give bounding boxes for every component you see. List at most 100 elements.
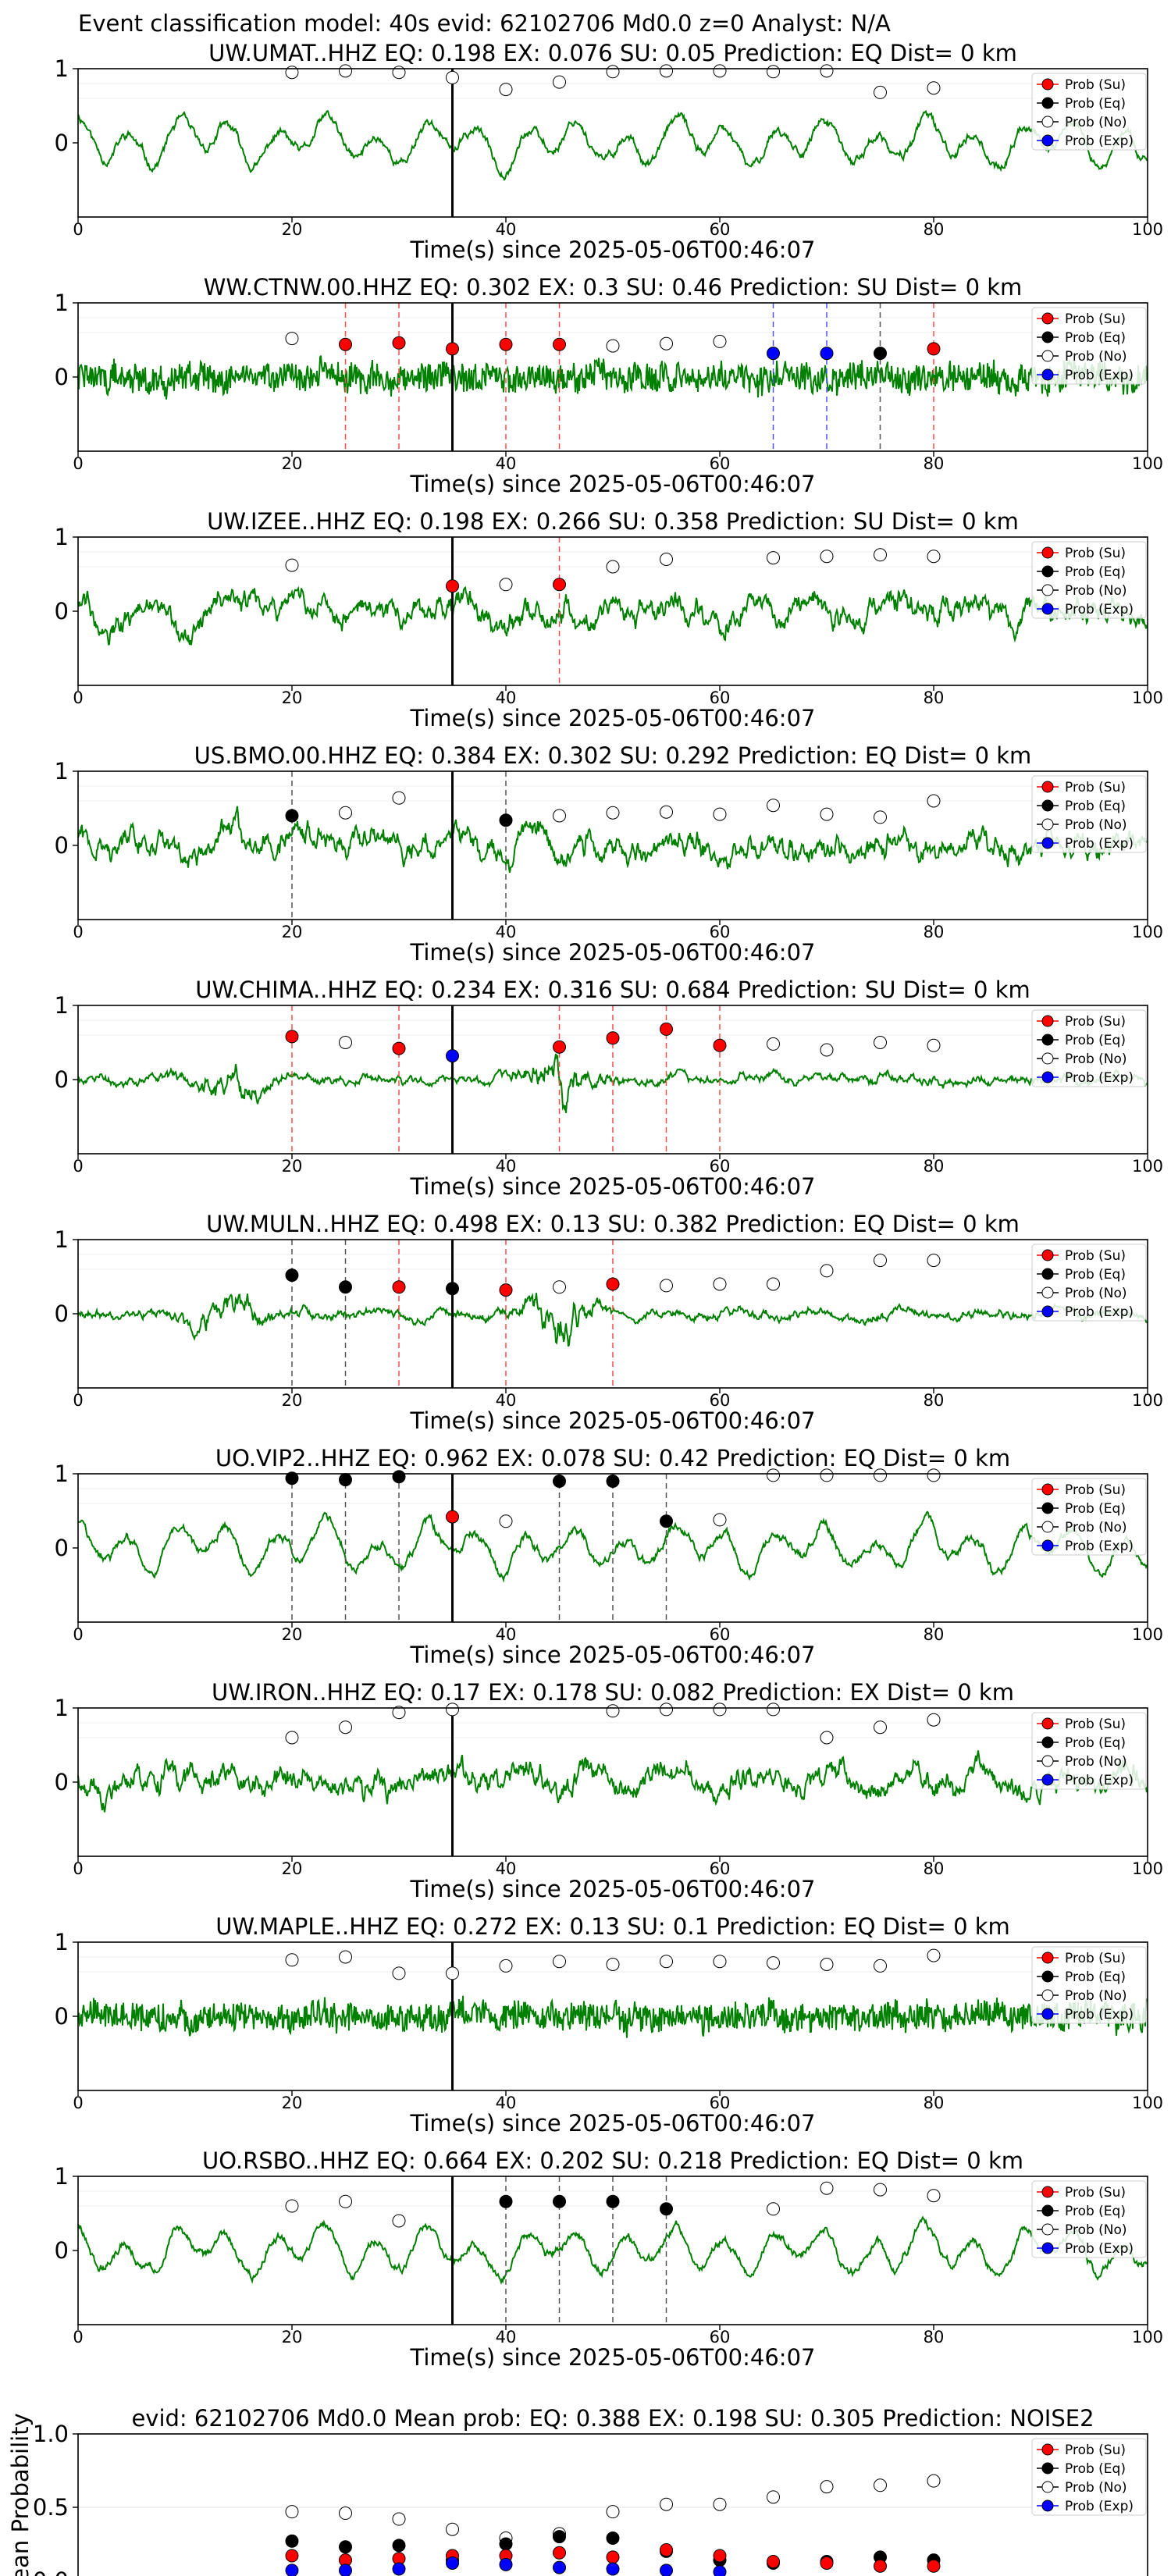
waveform-trace xyxy=(77,585,1148,646)
legend-marker xyxy=(1041,331,1054,343)
marker-white-no xyxy=(874,2183,887,2197)
marker-white-no xyxy=(820,807,834,821)
subplot-8: UW.IRON..HHZ EQ: 0.17 EX: 0.178 SU: 0.08… xyxy=(55,1679,1164,1902)
axes-frame xyxy=(77,536,1148,686)
legend-marker xyxy=(1041,1774,1054,1786)
marker-red-su xyxy=(713,2549,727,2563)
y-tick-label: 1 xyxy=(55,1929,69,1955)
y-axis-label: Mean Probability xyxy=(7,2413,34,2576)
x-tick-label: 0 xyxy=(73,2094,83,2112)
legend-label: Prob (Su) xyxy=(1065,780,1126,795)
marker-white-no xyxy=(553,1280,566,1294)
marker-white-no xyxy=(820,1468,834,1482)
x-tick-label: 80 xyxy=(924,220,945,239)
legend-label: Prob (No) xyxy=(1065,349,1127,365)
marker-white-no xyxy=(927,2189,941,2203)
subplot-11: evid: 62102706 Md0.0 Mean prob: EQ: 0.38… xyxy=(7,2405,1148,2576)
marker-white-no xyxy=(820,64,834,78)
marker-blue-exp xyxy=(446,1049,459,1063)
marker-white-no xyxy=(767,1277,780,1291)
marker-white-no xyxy=(874,810,887,824)
x-tick-label: 80 xyxy=(924,454,945,473)
y-tick-label: 1.0 xyxy=(33,2421,69,2447)
marker-blue-exp xyxy=(767,347,780,361)
legend-marker xyxy=(1041,2204,1054,2217)
legend-label: Prob (Exp) xyxy=(1065,2007,1134,2023)
marker-white-no xyxy=(339,1720,352,1735)
legend-label: Prob (Su) xyxy=(1065,2443,1126,2458)
x-tick-label: 60 xyxy=(710,2328,731,2347)
x-tick-label: 100 xyxy=(1132,2094,1163,2112)
legend-label: Prob (Exp) xyxy=(1065,368,1134,383)
waveform-trace xyxy=(77,806,1148,873)
y-tick-label: 0 xyxy=(55,1300,69,1327)
legend-marker xyxy=(1041,1249,1054,1261)
x-tick-label: 100 xyxy=(1132,454,1163,473)
legend-marker xyxy=(1041,565,1054,578)
y-tick-label: 1 xyxy=(55,1461,69,1487)
x-tick-label: 80 xyxy=(924,923,945,941)
legend-label: Prob (Eq) xyxy=(1065,330,1126,346)
legend-label: Prob (No) xyxy=(1065,2222,1127,2238)
x-tick-label: 60 xyxy=(710,688,731,707)
y-tick-label: 1 xyxy=(55,1226,69,1253)
x-tick-label: 40 xyxy=(496,1625,517,1644)
marker-white-no xyxy=(767,2490,780,2504)
legend-marker xyxy=(1041,818,1054,831)
x-tick-label: 20 xyxy=(282,2094,303,2112)
x-tick-label: 80 xyxy=(924,1157,945,1176)
legend-marker xyxy=(1041,546,1054,559)
subplot-3: UW.IZEE..HHZ EQ: 0.198 EX: 0.266 SU: 0.3… xyxy=(55,508,1164,731)
legend-label: Prob (Exp) xyxy=(1065,2241,1134,2257)
marker-blue-exp xyxy=(339,2564,352,2576)
marker-white-no xyxy=(660,553,673,566)
legend-marker xyxy=(1041,1717,1054,1730)
waveform-trace xyxy=(77,1293,1148,1347)
x-tick-label: 60 xyxy=(710,923,731,941)
marker-white-no xyxy=(927,1038,941,1052)
marker-white-no xyxy=(285,66,299,80)
subplot-title: WW.CTNW.00.HHZ EQ: 0.302 EX: 0.3 SU: 0.4… xyxy=(204,274,1023,301)
marker-black-eq xyxy=(285,1268,299,1283)
marker-white-no xyxy=(767,2202,780,2216)
x-tick-label: 0 xyxy=(73,2328,83,2347)
y-tick-label: 0.5 xyxy=(33,2494,69,2521)
marker-white-no xyxy=(874,2478,887,2492)
x-tick-label: 80 xyxy=(924,1391,945,1410)
marker-black-eq xyxy=(285,809,299,823)
x-axis-label: Time(s) since 2025-05-06T00:46:07 xyxy=(410,1876,816,1902)
marker-black-eq xyxy=(874,347,887,361)
x-tick-label: 20 xyxy=(282,1859,303,1878)
marker-white-no xyxy=(713,334,727,348)
legend-marker xyxy=(1041,1483,1054,1496)
legend-marker xyxy=(1041,1015,1054,1027)
legend-label: Prob (Eq) xyxy=(1065,1267,1126,1283)
subplot-title: evid: 62102706 Md0.0 Mean prob: EQ: 0.38… xyxy=(131,2405,1094,2432)
marker-red-su xyxy=(767,2555,780,2569)
marker-red-su xyxy=(285,1030,299,1044)
x-tick-label: 0 xyxy=(73,220,83,239)
marker-white-no xyxy=(392,2214,406,2228)
legend-marker xyxy=(1041,2242,1054,2254)
legend-box xyxy=(1031,73,1147,151)
subplot-title: US.BMO.00.HHZ EQ: 0.384 EX: 0.302 SU: 0.… xyxy=(194,742,1032,769)
x-tick-label: 60 xyxy=(710,454,731,473)
subplot-title: UW.UMAT..HHZ EQ: 0.198 EX: 0.076 SU: 0.0… xyxy=(208,40,1017,66)
legend-label: Prob (No) xyxy=(1065,583,1127,599)
marker-black-eq xyxy=(606,2194,620,2208)
marker-black-eq xyxy=(660,2202,673,2216)
x-axis-label: Time(s) since 2025-05-06T00:46:07 xyxy=(410,2344,816,2371)
marker-blue-exp xyxy=(606,2562,620,2576)
marker-black-eq xyxy=(339,1280,352,1294)
marker-red-su xyxy=(285,2549,299,2563)
marker-blue-exp xyxy=(285,2564,299,2576)
marker-red-su xyxy=(820,2556,834,2570)
marker-white-no xyxy=(285,332,299,346)
subplot-9: UW.MAPLE..HHZ EQ: 0.272 EX: 0.13 SU: 0.1… xyxy=(55,1913,1164,2137)
x-axis-label: Time(s) since 2025-05-06T00:46:07 xyxy=(410,471,816,497)
legend-label: Prob (Exp) xyxy=(1065,1773,1134,1788)
marker-white-no xyxy=(713,64,727,78)
subplot-6: UW.MULN..HHZ EQ: 0.498 EX: 0.13 SU: 0.38… xyxy=(55,1211,1164,1434)
marker-black-eq xyxy=(285,1471,299,1485)
